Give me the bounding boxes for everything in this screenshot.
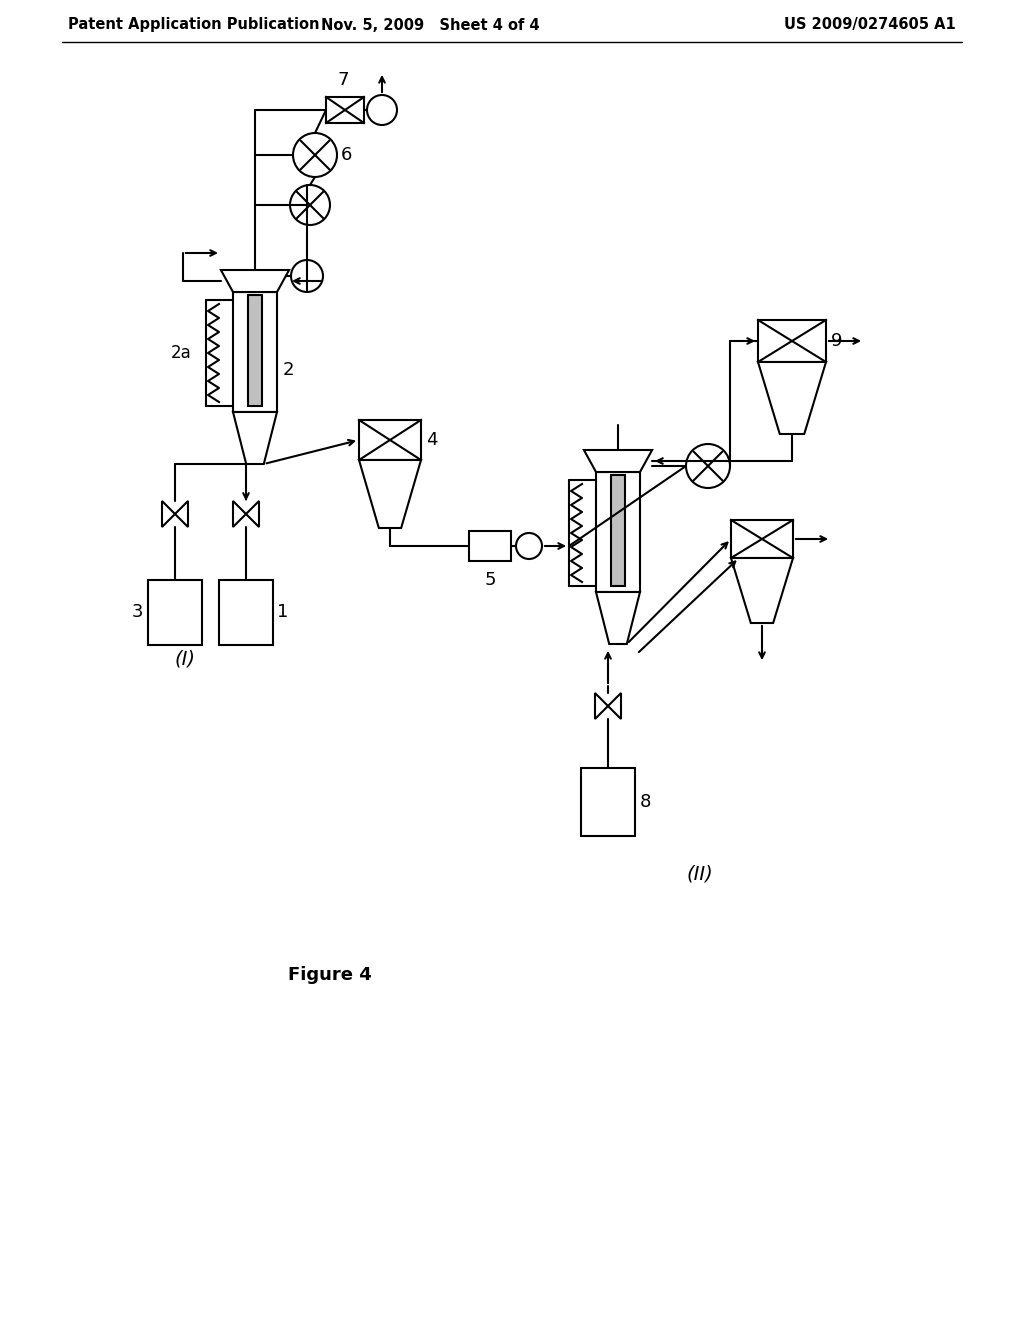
Text: (I): (I): [174, 649, 196, 668]
Circle shape: [293, 133, 337, 177]
Text: 7: 7: [337, 71, 349, 88]
Text: 2: 2: [283, 360, 295, 379]
Circle shape: [290, 185, 330, 224]
Text: 2a: 2a: [170, 345, 191, 362]
Bar: [596, 473, 640, 591]
Circle shape: [291, 260, 323, 292]
Text: 5: 5: [484, 572, 496, 589]
Circle shape: [367, 95, 397, 125]
Text: (II): (II): [687, 865, 714, 883]
Bar: [758, 319, 826, 362]
Text: Patent Application Publication: Patent Application Publication: [68, 17, 319, 33]
Text: 3: 3: [131, 603, 143, 620]
Polygon shape: [608, 693, 621, 719]
Bar: [731, 520, 793, 558]
Polygon shape: [221, 271, 289, 292]
Text: 4: 4: [426, 432, 437, 449]
Text: Figure 4: Figure 4: [288, 966, 372, 983]
Bar: [469, 531, 511, 561]
Polygon shape: [595, 693, 608, 719]
Circle shape: [686, 444, 730, 488]
Text: Nov. 5, 2009   Sheet 4 of 4: Nov. 5, 2009 Sheet 4 of 4: [321, 17, 540, 33]
Bar: [611, 475, 625, 586]
Bar: [248, 294, 262, 407]
Bar: [359, 420, 421, 459]
Polygon shape: [246, 502, 259, 527]
Polygon shape: [596, 591, 640, 644]
Bar: [233, 292, 278, 412]
Bar: [581, 768, 635, 836]
Polygon shape: [233, 502, 246, 527]
Text: 9: 9: [831, 333, 843, 350]
Text: 6: 6: [341, 147, 352, 164]
Text: 8: 8: [640, 793, 651, 810]
Text: US 2009/0274605 A1: US 2009/0274605 A1: [784, 17, 955, 33]
Text: 1: 1: [278, 603, 289, 620]
Bar: [148, 579, 202, 644]
Bar: [326, 96, 364, 123]
Polygon shape: [758, 362, 826, 434]
Polygon shape: [731, 558, 793, 623]
Bar: [219, 579, 273, 644]
Circle shape: [516, 533, 542, 558]
Polygon shape: [162, 502, 175, 527]
Polygon shape: [233, 412, 278, 465]
Polygon shape: [175, 502, 188, 527]
Polygon shape: [584, 450, 652, 473]
Polygon shape: [359, 459, 421, 528]
